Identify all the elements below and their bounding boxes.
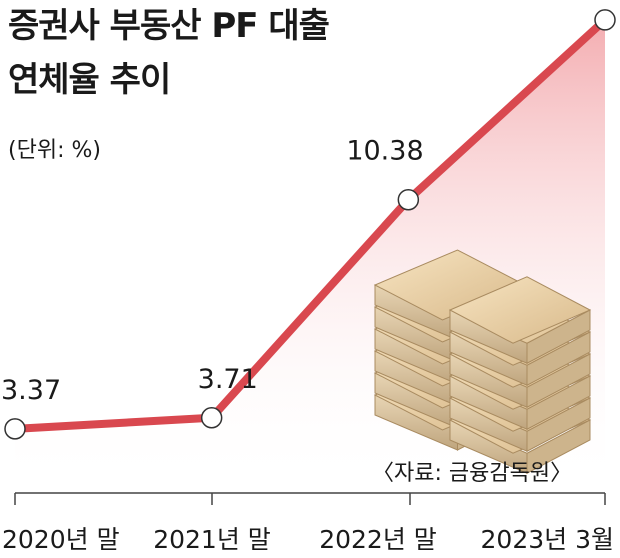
money-bundle <box>448 276 592 344</box>
money-bundle-side <box>526 353 591 409</box>
x-axis: 2020년 말 2021년 말 2022년 말 2023년 3월 <box>2 492 614 554</box>
x-tick-label: 2021년 말 <box>153 525 271 554</box>
x-tick-label: 2020년 말 <box>2 525 120 554</box>
chart-title-line-1: 증권사 부동산 PF 대출 <box>8 6 330 46</box>
data-label: 3.37 <box>1 375 61 406</box>
series-line <box>11 15 609 433</box>
chart-title-line-2: 연체율 추이 <box>8 60 171 100</box>
money-bundle-side <box>526 419 591 475</box>
data-point <box>594 9 616 31</box>
data-point <box>4 418 26 440</box>
data-point <box>200 407 223 429</box>
unit-label: (단위: %) <box>8 138 101 163</box>
money-bundle-side <box>526 375 591 431</box>
source-label: 〈자료: 금융감독원〉 <box>372 461 573 486</box>
data-points <box>4 9 616 440</box>
x-tick-label: 2022년 말 <box>319 525 437 554</box>
x-tick-label: 2023년 3월 <box>481 525 614 554</box>
data-point <box>397 188 420 211</box>
money-stacks-illustration <box>373 249 592 475</box>
data-label: 3.71 <box>198 364 258 395</box>
money-bundle-side <box>526 309 591 365</box>
money-bundle-side <box>526 397 591 453</box>
money-bundle-side <box>526 331 591 387</box>
data-label: 10.38 <box>346 136 423 167</box>
